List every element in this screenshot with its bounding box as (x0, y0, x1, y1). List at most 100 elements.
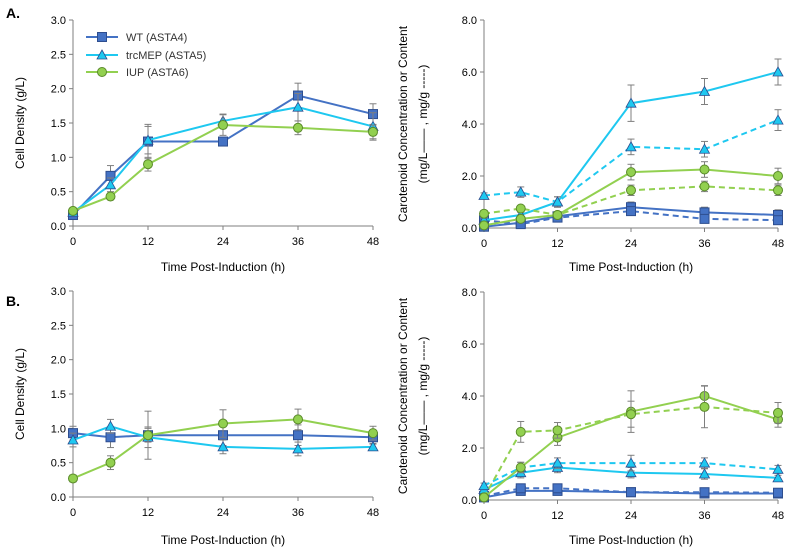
data-point (68, 473, 78, 484)
data-point (625, 457, 637, 468)
x-tick-label: 12 (551, 510, 563, 522)
data-point (515, 186, 527, 197)
series-iup-solid (68, 114, 378, 216)
series-iup-dashed (479, 180, 783, 220)
data-point (143, 159, 153, 170)
legend-entry-wt: WT (ASTA4) (86, 32, 187, 44)
x-tick-label: 0 (481, 510, 487, 522)
series-wt-dashed (479, 483, 783, 502)
data-point (515, 483, 526, 494)
data-point (479, 220, 489, 231)
x-tick-label: 0 (481, 238, 487, 250)
y-tick-label: 2.0 (51, 84, 66, 96)
data-point (292, 443, 304, 454)
data-point (699, 487, 710, 498)
series-line (483, 185, 779, 217)
data-point (626, 206, 636, 217)
x-tick-label: 24 (217, 236, 229, 248)
x-tick-label: 36 (698, 510, 710, 522)
data-point (293, 414, 303, 425)
y-tick-label: 0.0 (462, 223, 477, 235)
legend: WT (ASTA4) trcMEP (ASTA5) IUP (ASTA6) (82, 24, 212, 86)
data-point (699, 164, 710, 175)
circle-icon (97, 67, 107, 77)
x-tick-label: 36 (698, 238, 710, 250)
data-point (478, 189, 490, 200)
x-tick-label: 0 (70, 507, 76, 519)
data-point (699, 213, 710, 224)
data-point (105, 432, 116, 443)
y-tick-label: 8.0 (462, 287, 477, 299)
data-point (773, 487, 783, 498)
series-line (483, 466, 779, 491)
y-tick-label: 4.0 (462, 119, 477, 131)
data-point (626, 409, 636, 420)
y-tick-label: 1.0 (51, 423, 66, 435)
data-point (218, 136, 228, 147)
data-point (773, 407, 783, 418)
x-tick-label: 24 (625, 238, 637, 250)
series-iup-dashed (479, 385, 783, 503)
data-point (699, 401, 710, 412)
y-tick-label: 6.0 (462, 339, 477, 351)
data-point (478, 479, 490, 491)
x-axis-title: Time Post-Induction (h) (569, 260, 693, 274)
series-line (483, 489, 778, 499)
data-point (773, 215, 783, 226)
y-tick-label: 2.0 (462, 443, 477, 455)
data-point (105, 191, 116, 202)
y-tick-label: 2.0 (462, 171, 477, 183)
x-tick-label: 48 (367, 507, 379, 519)
x-tick-label: 48 (772, 238, 784, 250)
y-tick-label: 0.0 (462, 495, 477, 507)
data-point (773, 185, 783, 196)
x-tick-label: 12 (142, 507, 154, 519)
y-tick-label: 1.0 (51, 152, 66, 164)
data-point (105, 457, 116, 468)
data-point (625, 466, 637, 478)
x-tick-label: 24 (625, 510, 637, 522)
data-point (625, 141, 637, 152)
x-tick-label: 36 (292, 236, 304, 248)
panel-label-b: B. (6, 293, 20, 309)
data-point (552, 483, 563, 494)
panel-label-a: A. (6, 5, 20, 21)
data-point (698, 143, 711, 154)
data-point (772, 472, 784, 483)
data-point (218, 418, 228, 429)
y-axis-title: Carotenoid Concentration or Content (396, 25, 410, 222)
y-tick-label: 6.0 (462, 67, 477, 79)
data-point (292, 101, 304, 112)
series-line (483, 462, 779, 487)
y-tick-label: 0.5 (51, 187, 66, 199)
x-axis-title: Time Post-Induction (h) (161, 260, 285, 274)
data-point (293, 430, 303, 441)
data-point (143, 430, 153, 441)
y-axis-subtitle: (mg/L—— , mg/g -----) (416, 337, 430, 456)
data-point (699, 181, 710, 192)
data-point (772, 66, 784, 77)
data-point (552, 425, 563, 436)
data-point (367, 441, 379, 452)
series-line (72, 418, 374, 480)
series-wt-solid (68, 82, 378, 221)
data-point (218, 120, 228, 131)
data-point (479, 492, 489, 503)
series-line (72, 432, 374, 439)
data-point (142, 134, 154, 145)
x-tick-label: 24 (217, 507, 229, 519)
series-iup-solid (68, 408, 378, 484)
legend-label-iup: IUP (ASTA6) (126, 67, 189, 79)
x-tick-label: 12 (142, 236, 154, 248)
series-line (483, 168, 779, 227)
data-point (698, 468, 711, 479)
data-point (626, 167, 636, 178)
data-point (368, 428, 378, 439)
y-tick-label: 1.5 (51, 118, 66, 130)
data-point (626, 185, 636, 196)
data-point (551, 196, 564, 207)
series-line (72, 106, 374, 214)
y-tick-label: 2.0 (51, 355, 66, 367)
series-line (72, 425, 374, 450)
y-tick-label: 2.5 (51, 49, 66, 61)
